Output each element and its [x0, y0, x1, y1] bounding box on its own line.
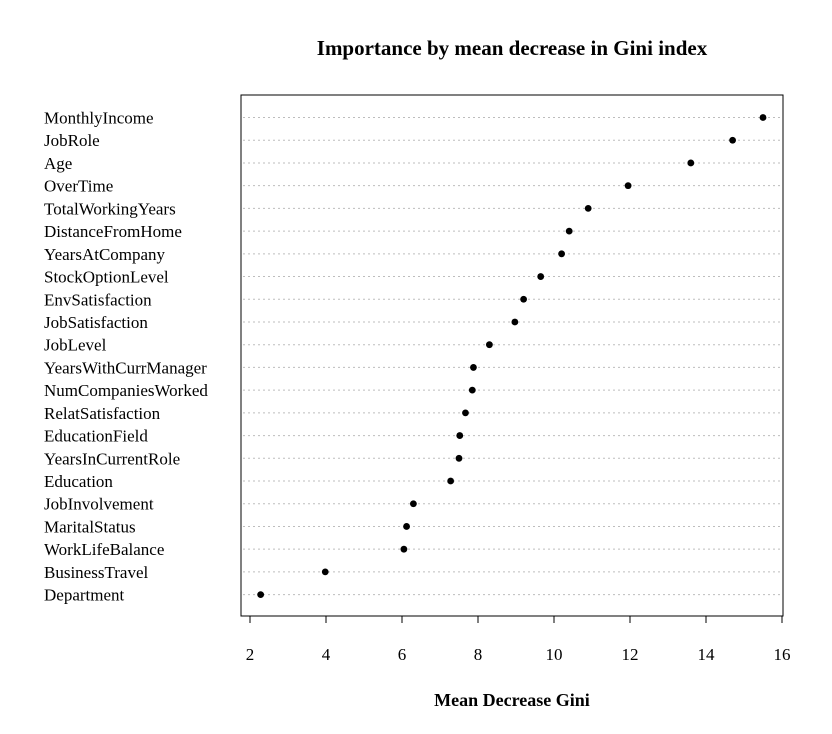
category-label: JobInvolvement — [44, 495, 154, 514]
category-label: Education — [44, 472, 113, 491]
category-label: NumCompaniesWorked — [44, 381, 208, 400]
x-tick-label: 6 — [398, 645, 407, 664]
data-point — [511, 318, 519, 326]
data-point — [447, 477, 455, 485]
category-label: YearsInCurrentRole — [44, 449, 180, 468]
x-axis: 2 4 6 8 10 12 14 16 — [246, 615, 791, 664]
data-point — [537, 273, 545, 280]
category-label: BusinessTravel — [44, 563, 148, 582]
data-point — [403, 523, 410, 530]
category-label: JobRole — [44, 131, 100, 150]
category-label: WorkLifeBalance — [44, 540, 164, 559]
x-tick-label: 10 — [546, 645, 563, 664]
x-tick-label: 12 — [622, 645, 639, 664]
category-label: YearsWithCurrManager — [44, 358, 207, 377]
x-tick-label: 4 — [322, 645, 331, 664]
chart-title: Importance by mean decrease in Gini inde… — [317, 36, 708, 60]
category-label: EnvSatisfaction — [44, 290, 152, 309]
data-point — [470, 364, 477, 371]
data-point — [729, 136, 736, 144]
category-label: JobSatisfaction — [44, 313, 148, 332]
category-label: StockOptionLevel — [44, 268, 169, 287]
data-point — [462, 409, 469, 417]
x-tick-label: 14 — [698, 645, 716, 664]
data-point — [455, 454, 463, 462]
data-point — [456, 432, 464, 439]
guide-lines — [243, 117, 781, 596]
data-point — [687, 159, 695, 167]
data-point — [759, 114, 767, 121]
category-labels: MonthlyIncome JobRole Age OverTime TotalWork… — [44, 109, 208, 605]
data-points — [257, 114, 767, 599]
x-axis-label: Mean Decrease Gini — [434, 690, 590, 710]
category-label: TotalWorkingYears — [44, 199, 176, 218]
data-point — [624, 182, 632, 190]
category-label: Age — [44, 154, 72, 173]
x-tick-label: 8 — [474, 645, 483, 664]
category-label: RelatSatisfaction — [44, 404, 161, 423]
data-point — [558, 250, 565, 258]
data-point — [410, 500, 417, 508]
data-point — [584, 204, 592, 212]
data-point — [520, 295, 527, 303]
plot-frame — [240, 94, 784, 617]
category-label: Department — [44, 586, 125, 605]
data-point — [468, 386, 476, 394]
data-point — [257, 591, 265, 599]
category-label: MaritalStatus — [44, 517, 136, 536]
data-point — [486, 341, 493, 349]
category-label: JobLevel — [44, 336, 107, 355]
category-label: YearsAtCompany — [44, 245, 166, 264]
data-point — [400, 545, 408, 553]
category-label: DistanceFromHome — [44, 222, 182, 241]
category-label: EducationField — [44, 427, 148, 446]
x-tick-label: 16 — [774, 645, 791, 664]
data-point — [565, 227, 573, 235]
category-label: MonthlyIncome — [44, 109, 154, 128]
x-tick-label: 2 — [246, 645, 255, 664]
data-point — [321, 568, 329, 576]
category-label: OverTime — [44, 177, 113, 196]
